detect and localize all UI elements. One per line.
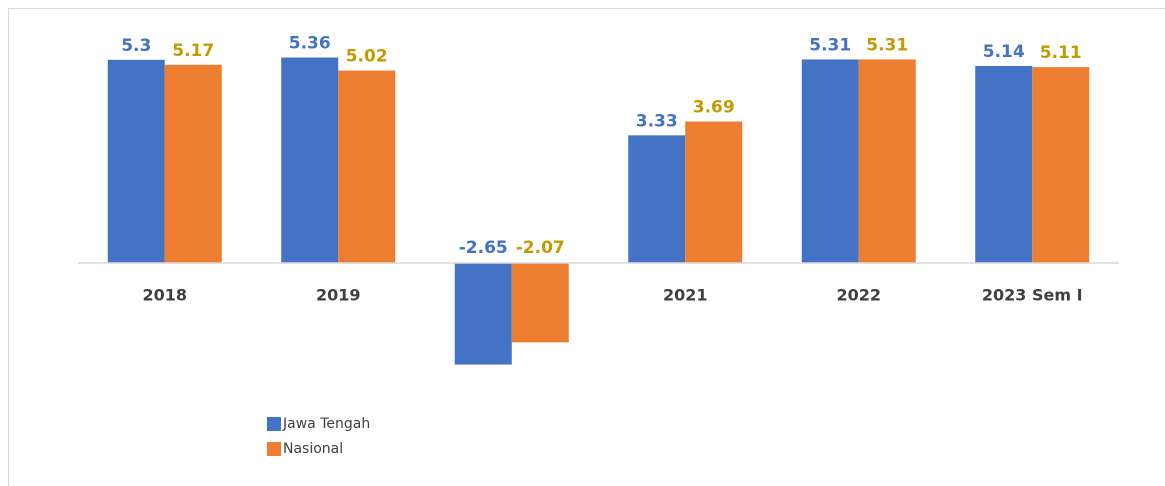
bar (338, 70, 396, 263)
bar (164, 64, 222, 263)
data-label: 5.02 (346, 47, 388, 67)
bar (858, 59, 916, 264)
data-label: 5.31 (866, 35, 908, 55)
bar (454, 263, 512, 365)
data-label: 5.11 (1040, 43, 1082, 63)
x-tick-label: 2018 (142, 286, 187, 305)
bar (107, 59, 165, 264)
data-label: 5.3 (121, 36, 151, 56)
legend-label: Jawa Tengah (282, 416, 370, 432)
bar (281, 57, 339, 264)
bar (801, 59, 859, 264)
data-label: 5.31 (809, 35, 851, 55)
bar (685, 121, 743, 263)
chart-frame (8, 8, 1165, 486)
data-label: 3.69 (693, 98, 735, 118)
x-tick-label: 2021 (663, 286, 708, 305)
data-label: 5.14 (983, 42, 1025, 62)
bar (628, 135, 686, 263)
bar (1032, 67, 1090, 263)
data-label: -2.65 (459, 238, 508, 258)
x-tick-label: 2023 Sem I (982, 286, 1083, 305)
x-tick-label: 2019 (316, 286, 361, 305)
x-tick-label: 2022 (836, 286, 881, 305)
bar (975, 65, 1033, 263)
legend-label: Nasional (283, 441, 343, 457)
data-label: -2.07 (516, 238, 565, 258)
data-label: 5.17 (172, 41, 214, 61)
data-label: 5.36 (289, 34, 331, 54)
legend-swatch (267, 417, 281, 431)
legend-swatch (267, 442, 281, 456)
data-label: 3.33 (636, 111, 678, 131)
bar (511, 263, 569, 343)
